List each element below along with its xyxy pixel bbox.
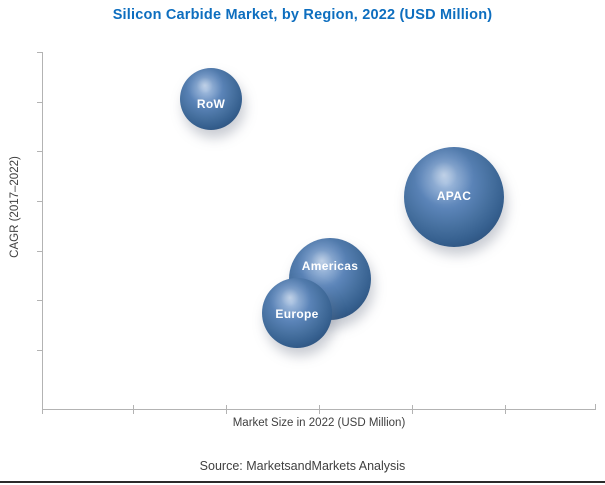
bottom-rule xyxy=(0,481,605,483)
bubble-label: Europe xyxy=(275,307,319,321)
y-axis-tick xyxy=(37,102,42,103)
y-axis-tick xyxy=(37,300,42,301)
y-axis-tick xyxy=(37,201,42,202)
chart-title: Silicon Carbide Market, by Region, 2022 … xyxy=(112,7,493,23)
x-axis-tick xyxy=(319,405,320,414)
y-axis-label: CAGR (2017–2022) xyxy=(9,156,21,258)
bubble-label: RoW xyxy=(196,97,226,111)
x-axis-tick xyxy=(505,405,506,414)
x-axis-tick xyxy=(412,405,413,414)
y-axis-tick xyxy=(37,350,42,351)
bubble-row: RoW xyxy=(180,68,242,130)
bubble-label: Americas xyxy=(301,259,359,273)
bubble-europe: Europe xyxy=(262,278,332,348)
y-axis-tick xyxy=(37,151,42,152)
y-axis-tick xyxy=(37,52,42,53)
source-text: Source: MarketsandMarkets Analysis xyxy=(199,459,406,473)
x-axis-tick xyxy=(226,405,227,414)
y-axis-tick xyxy=(37,251,42,252)
x-axis-tick xyxy=(42,405,43,414)
x-axis-label: Market Size in 2022 (USD Million) xyxy=(232,417,406,429)
y-axis-line xyxy=(42,52,43,409)
x-axis-tick xyxy=(133,405,134,414)
x-axis-end-tick xyxy=(595,404,596,409)
bubble-label: APAC xyxy=(436,189,472,203)
bubble-apac: APAC xyxy=(404,147,504,247)
